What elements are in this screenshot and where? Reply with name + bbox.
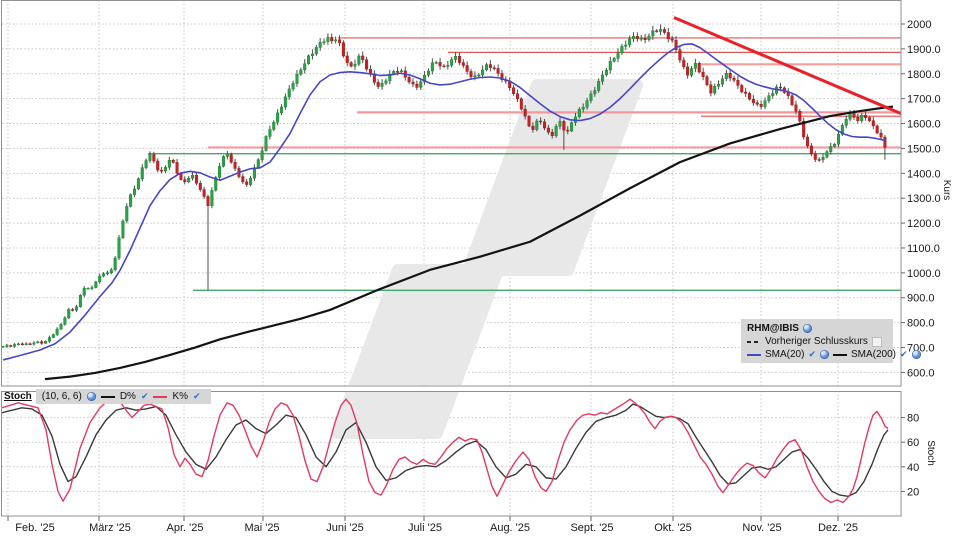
sma200-checkbox[interactable]: ✔ bbox=[900, 349, 908, 359]
sma200-label: SMA(200) bbox=[851, 349, 897, 360]
level-lines bbox=[148, 37, 901, 291]
sma20-label: SMA(20) bbox=[765, 349, 805, 360]
price-tick-label: 1500.0 bbox=[907, 143, 941, 155]
price-tick-label: 1700.0 bbox=[907, 94, 941, 106]
month-label: Mai '25 bbox=[244, 522, 279, 534]
month-label: Feb. '25 bbox=[15, 522, 54, 534]
stoch-params: (10, 6, 6) bbox=[41, 391, 82, 402]
prev-close-line-sample bbox=[747, 340, 761, 343]
stoch-d-checkbox[interactable]: ✔ bbox=[140, 391, 149, 401]
price-tick-label: 600.0 bbox=[907, 367, 935, 379]
prev-close-checkbox[interactable] bbox=[871, 336, 882, 347]
month-label: Juni '25 bbox=[326, 522, 364, 534]
gridlines bbox=[2, 0, 901, 516]
price-tick-label: 900.0 bbox=[907, 293, 935, 305]
price-tick-label: 1000.0 bbox=[907, 268, 941, 280]
moving-averages bbox=[2, 43, 894, 381]
trendline bbox=[673, 16, 901, 115]
axis-labels: 2000 1900.0 1800.0 1700.0 1600.0 1500.0 1400.0… bbox=[7, 19, 952, 534]
price-tick-label: 1200.0 bbox=[907, 218, 941, 230]
price-tick-label: 800.0 bbox=[907, 318, 935, 330]
price-axis-title: Kurs bbox=[941, 180, 952, 201]
sma20-globe-icon[interactable] bbox=[820, 350, 829, 359]
candles bbox=[2, 24, 887, 348]
sma20-checkbox[interactable]: ✔ bbox=[808, 349, 816, 359]
stoch-tick-label: 20 bbox=[907, 486, 919, 498]
stoch-series bbox=[2, 397, 889, 504]
stoch-tick-label: 60 bbox=[907, 437, 919, 449]
price-tick-label: 1100.0 bbox=[907, 243, 940, 255]
stoch-k-line-sample bbox=[153, 395, 168, 398]
price-tick-label: 1400.0 bbox=[907, 168, 941, 180]
month-label: Aug. '25 bbox=[490, 522, 530, 534]
month-label: Okt. '25 bbox=[654, 522, 692, 534]
stoch-legend-box: (10, 6, 6) D% ✔ K% ✔ bbox=[35, 389, 211, 404]
sma20-line-sample bbox=[747, 353, 761, 356]
stoch-title: Stoch bbox=[4, 391, 32, 402]
instrument-title: RHM@IBIS bbox=[747, 323, 799, 334]
globe-icon[interactable] bbox=[802, 324, 812, 333]
month-label: Juli '25 bbox=[408, 522, 442, 534]
stoch-legend: Stoch (10, 6, 6) D% ✔ K% ✔ bbox=[2, 389, 211, 404]
month-label: Nov. '25 bbox=[742, 522, 781, 534]
month-label: Apr. '25 bbox=[167, 522, 204, 534]
watermark bbox=[331, 79, 643, 439]
price-tick-label: 1600.0 bbox=[907, 119, 941, 131]
sma200-line-sample bbox=[833, 353, 847, 356]
stoch-tick-label: 40 bbox=[907, 462, 919, 474]
prev-close-label: Vorheriger Schlusskurs bbox=[765, 336, 868, 347]
stoch-d-label: D% bbox=[119, 391, 136, 402]
month-label: Dez. '25 bbox=[818, 522, 858, 534]
month-label: März '25 bbox=[89, 522, 131, 534]
month-label: Sept. '25 bbox=[570, 522, 613, 534]
price-tick-label: 1900.0 bbox=[907, 44, 941, 56]
stoch-axis-title: Stoch bbox=[925, 440, 936, 466]
stoch-k-label: K% bbox=[172, 391, 189, 402]
main-legend: RHM@IBIS Vorheriger Schlusskurs SMA(20) … bbox=[741, 319, 921, 363]
stoch-tick-label: 80 bbox=[907, 413, 919, 425]
stoch-d-line-sample bbox=[100, 395, 115, 398]
stoch-globe-icon[interactable] bbox=[86, 392, 96, 401]
stoch-k-checkbox[interactable]: ✔ bbox=[193, 391, 201, 401]
sma200-globe-icon[interactable] bbox=[911, 350, 921, 359]
price-tick-label: 2000 bbox=[907, 19, 931, 31]
price-tick-label: 1300.0 bbox=[907, 193, 941, 205]
price-tick-label: 1800.0 bbox=[907, 69, 941, 81]
panel-frames bbox=[1, 0, 902, 517]
